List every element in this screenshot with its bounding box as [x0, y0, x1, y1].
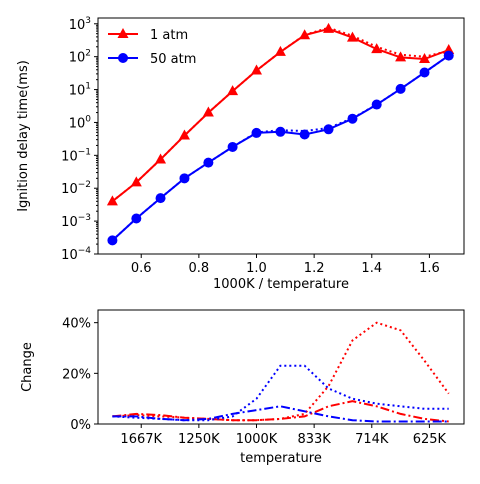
y-tick-label: 0%	[70, 418, 91, 433]
top-y-ticks: 10−4 10−3 10−2 10−1 100 101 102 103	[61, 16, 98, 263]
y-tick-label: 40%	[62, 317, 91, 332]
bottom-plot-frame	[97, 309, 465, 425]
data-point-circle	[419, 67, 430, 78]
data-point-triangle	[178, 129, 190, 140]
y-tick-label: 103	[69, 16, 91, 33]
data-point-triangle	[323, 22, 335, 33]
y-tick-label: 10−3	[61, 213, 91, 230]
y-tick-label: 10−1	[61, 147, 91, 164]
data-point-circle	[155, 193, 166, 204]
x-tick-label: 1.2	[304, 261, 325, 276]
data-point-circle	[347, 113, 358, 124]
series-dashdot-line	[112, 405, 449, 423]
x-tick-label: 833K	[297, 432, 331, 447]
data-point-circle	[227, 141, 238, 152]
x-tick-label: 1.4	[361, 261, 382, 276]
y-tick-label: 10−2	[61, 180, 91, 197]
data-point-triangle	[106, 195, 118, 206]
x-tick-label: 1.0	[246, 261, 267, 276]
data-point-triangle	[299, 29, 311, 40]
x-tick-label: 0.6	[131, 261, 152, 276]
data-point-circle	[107, 235, 118, 246]
data-point-circle	[443, 50, 454, 61]
bottom-x-ticks: 1667K 1250K 1000K 833K 714K 625K	[120, 424, 447, 447]
data-point-triangle	[155, 153, 167, 164]
top-x-axis-label: 1000K / temperature	[213, 277, 349, 292]
y-tick-label: 10−4	[61, 246, 91, 263]
bottom-series-group	[112, 321, 450, 423]
data-point-circle	[179, 173, 190, 184]
legend: 1 atm 50 atm	[108, 28, 196, 67]
legend-marker-circle	[118, 53, 128, 63]
y-tick-label: 20%	[62, 367, 91, 382]
legend-marker-triangle	[117, 28, 129, 38]
x-tick-label: 1667K	[120, 432, 162, 447]
x-tick-label: 1250K	[178, 432, 220, 447]
change-plot: 1667K 1250K 1000K 833K 714K 625K 0% 20% 40% tem…	[20, 309, 465, 466]
data-point-circle	[371, 99, 382, 110]
top-series-group	[106, 22, 455, 246]
x-tick-label: 0.8	[189, 261, 210, 276]
x-tick-label: 625K	[413, 432, 447, 447]
series-dashdot-line	[112, 400, 449, 423]
data-point-triangle	[419, 52, 431, 63]
legend-label: 50 atm	[150, 52, 196, 67]
data-point-triangle	[371, 43, 383, 54]
x-tick-label: 1000K	[236, 432, 278, 447]
data-point-triangle	[227, 85, 239, 96]
data-point-triangle	[395, 51, 407, 62]
data-point-circle	[395, 83, 406, 94]
data-point-circle	[131, 213, 142, 224]
legend-label: 1 atm	[150, 28, 188, 43]
y-tick-label: 100	[69, 114, 92, 131]
data-point-triangle	[202, 106, 214, 117]
data-point-triangle	[130, 176, 142, 187]
x-tick-label: 714K	[355, 432, 389, 447]
data-point-circle	[203, 157, 214, 168]
top-x-ticks: 0.6 0.8 1.0 1.2 1.4 1.6	[131, 254, 440, 276]
data-point-circle	[275, 126, 286, 137]
y-tick-label: 101	[69, 82, 91, 99]
data-point-triangle	[251, 64, 263, 75]
bottom-x-axis-label: temperature	[240, 451, 322, 466]
ignition-delay-plot: 0.6 0.8 1.0 1.2 1.4 1.6 10−410−310−210−110010…	[16, 16, 465, 292]
data-point-circle	[299, 129, 310, 140]
y-tick-label: 102	[69, 49, 91, 66]
data-point-triangle	[346, 31, 358, 42]
bottom-y-ticks: 0% 20% 40%	[62, 317, 98, 433]
data-point-circle	[323, 124, 334, 135]
data-point-triangle	[274, 45, 286, 56]
x-tick-label: 1.6	[419, 261, 440, 276]
bottom-y-axis-label: Change	[20, 342, 35, 392]
data-point-circle	[251, 127, 262, 138]
top-y-axis-label: Ignition delay time(ms)	[16, 60, 31, 212]
